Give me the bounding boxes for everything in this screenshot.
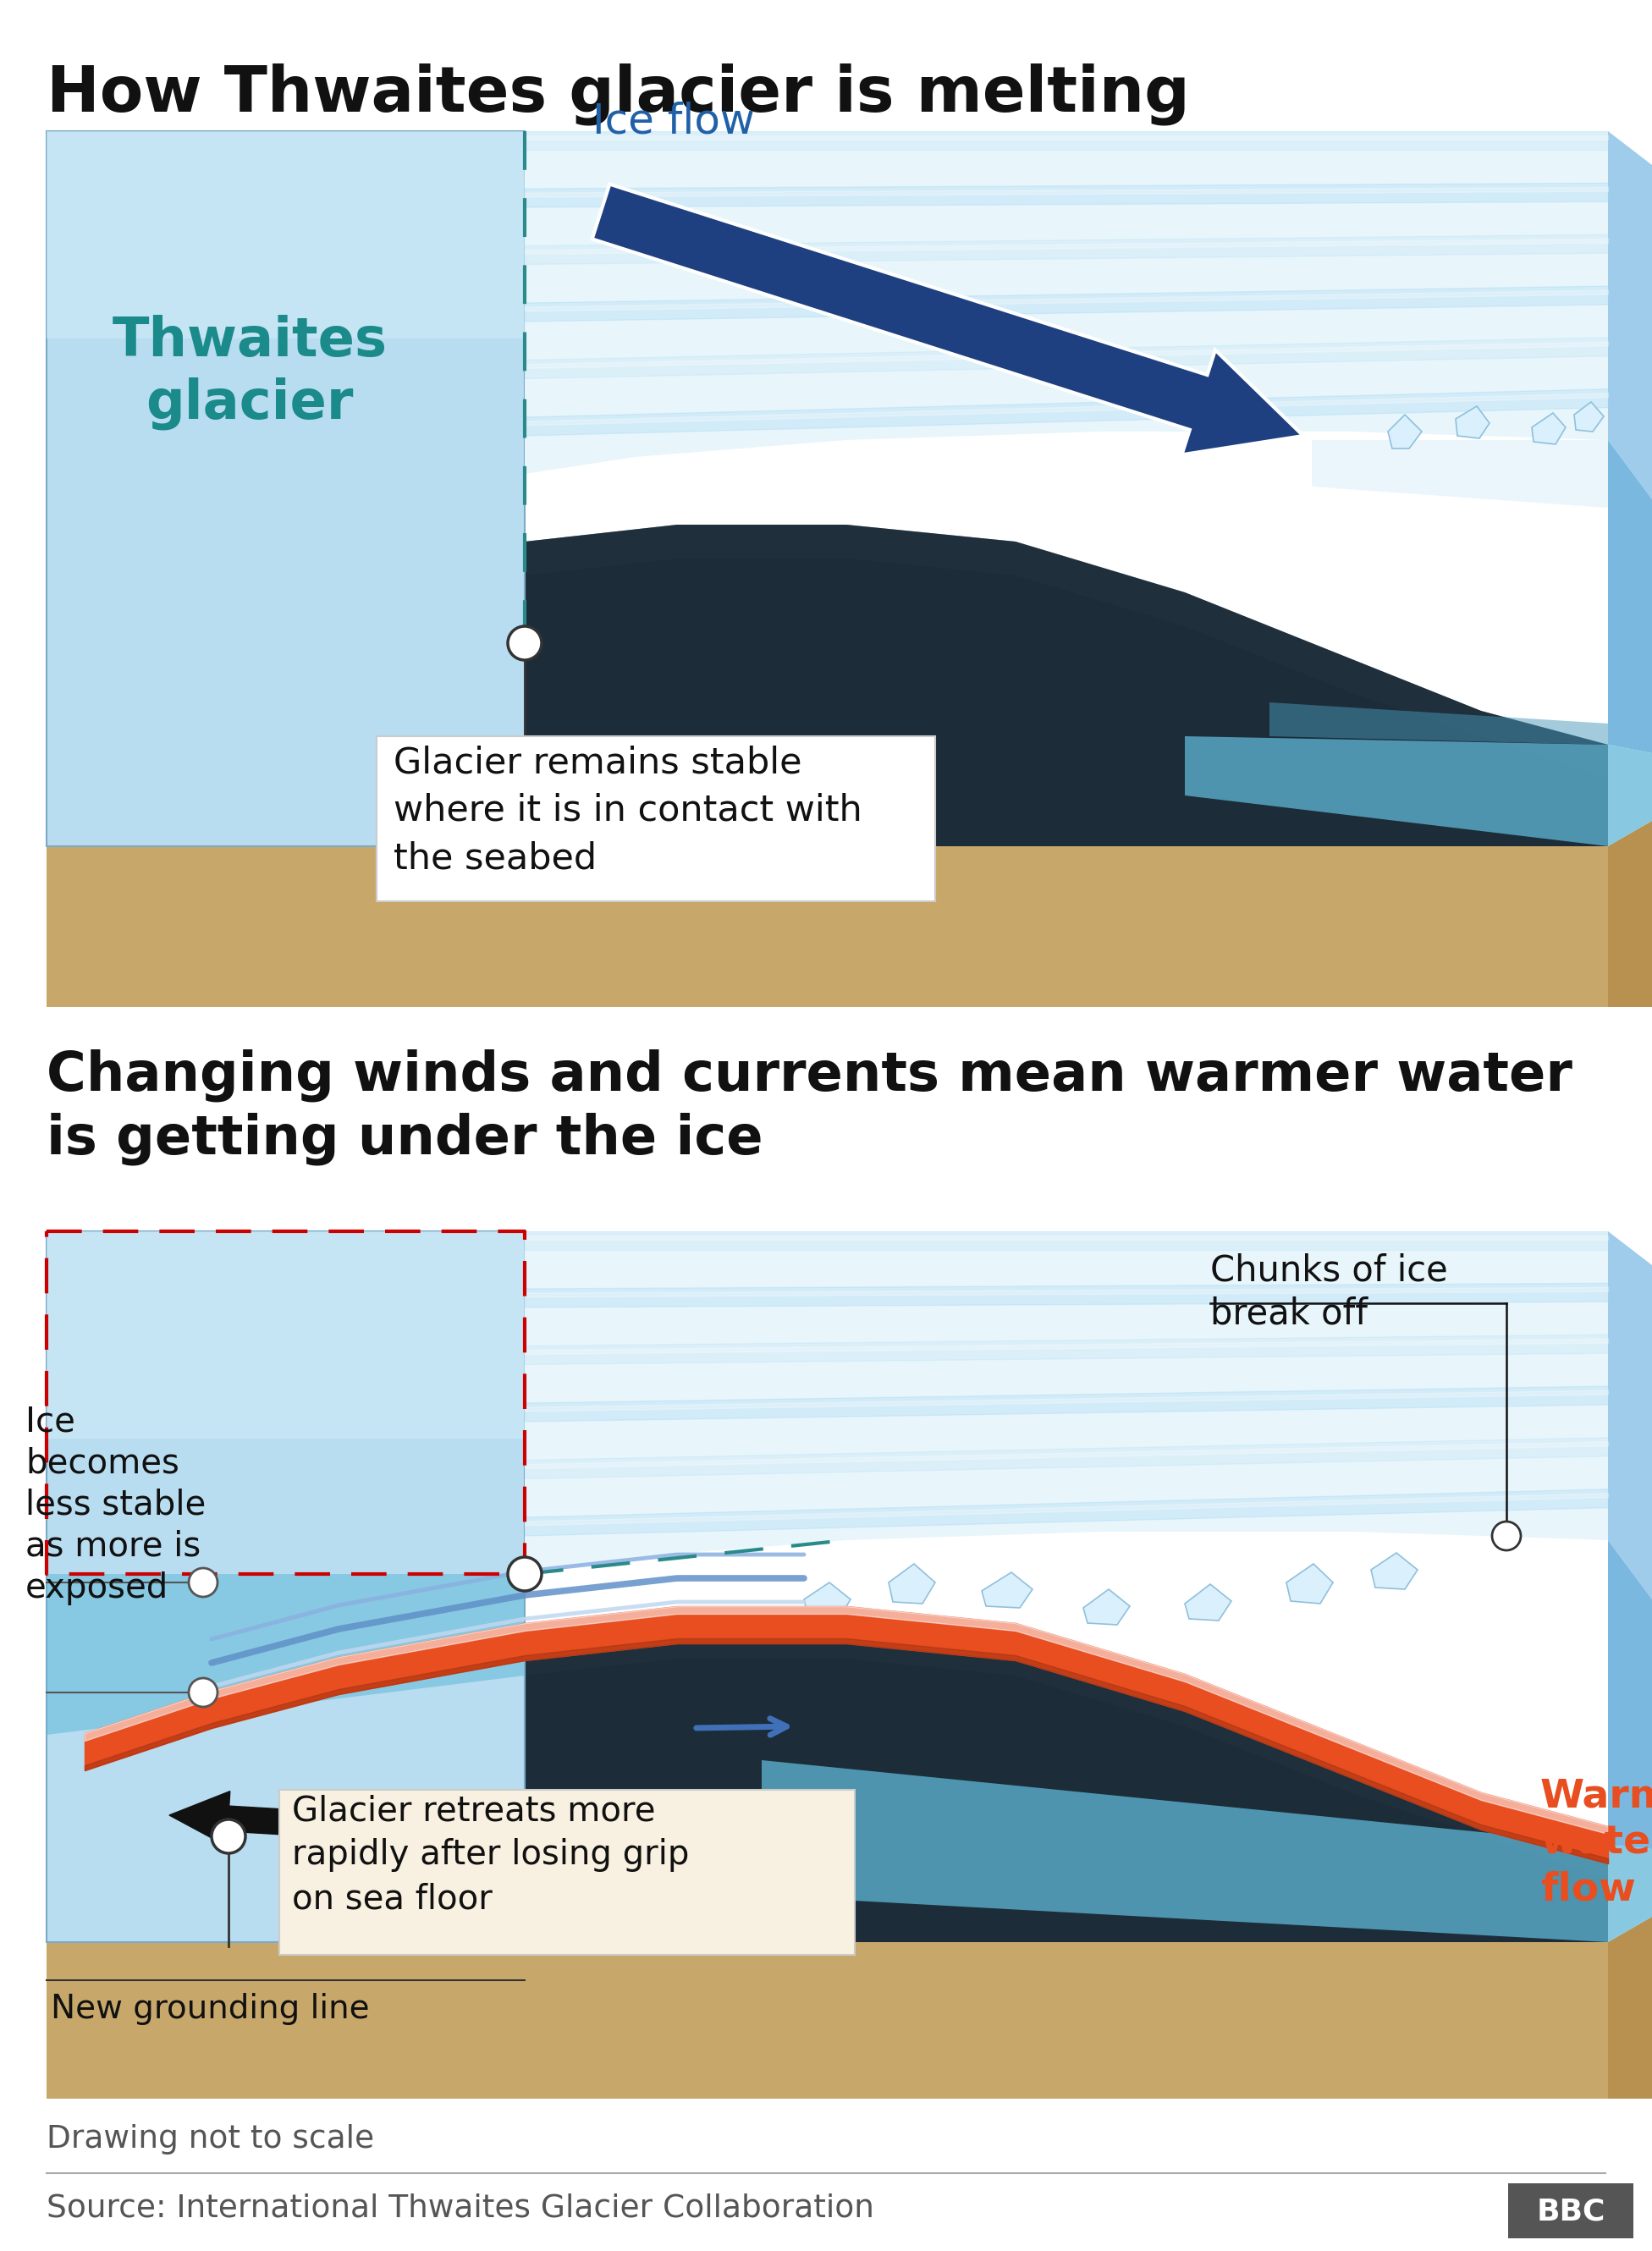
FancyArrow shape bbox=[169, 1792, 458, 1846]
Circle shape bbox=[507, 626, 542, 660]
Text: BBC: BBC bbox=[1536, 2197, 1606, 2226]
Polygon shape bbox=[46, 1625, 1607, 1880]
Polygon shape bbox=[1184, 1585, 1231, 1621]
Circle shape bbox=[507, 1558, 542, 1591]
Polygon shape bbox=[46, 1573, 525, 1736]
Polygon shape bbox=[1607, 822, 1652, 1006]
Polygon shape bbox=[1084, 1589, 1130, 1625]
Polygon shape bbox=[1607, 131, 1652, 500]
Polygon shape bbox=[805, 1582, 851, 1621]
Text: Glacier remains stable
where it is in contact with
the seabed: Glacier remains stable where it is in co… bbox=[393, 745, 862, 876]
Polygon shape bbox=[46, 846, 1607, 1006]
FancyArrow shape bbox=[591, 185, 1303, 455]
Polygon shape bbox=[525, 1231, 1607, 1573]
Polygon shape bbox=[1607, 1231, 1652, 1600]
FancyBboxPatch shape bbox=[279, 1790, 854, 1954]
Text: Changing winds and currents mean warmer water
is getting under the ice: Changing winds and currents mean warmer … bbox=[46, 1049, 1573, 1166]
Polygon shape bbox=[1287, 1564, 1333, 1603]
Circle shape bbox=[188, 1677, 218, 1706]
Polygon shape bbox=[1371, 1553, 1417, 1589]
Polygon shape bbox=[46, 1943, 1607, 2098]
Circle shape bbox=[1492, 1522, 1521, 1551]
Polygon shape bbox=[1574, 403, 1604, 432]
Text: How Thwaites glacier is melting: How Thwaites glacier is melting bbox=[46, 63, 1189, 126]
Polygon shape bbox=[46, 524, 1607, 779]
Circle shape bbox=[211, 1819, 246, 1853]
Polygon shape bbox=[762, 1760, 1652, 1943]
Text: Drawing not to scale: Drawing not to scale bbox=[46, 2125, 373, 2154]
Text: Ice flow: Ice flow bbox=[593, 101, 755, 142]
Polygon shape bbox=[1455, 405, 1490, 439]
Polygon shape bbox=[46, 1625, 1607, 1943]
Text: Chunks of ice
break off: Chunks of ice break off bbox=[1211, 1252, 1447, 1333]
Polygon shape bbox=[889, 1564, 935, 1603]
Polygon shape bbox=[46, 131, 525, 846]
Polygon shape bbox=[46, 1231, 525, 1438]
Polygon shape bbox=[1312, 439, 1607, 509]
Text: New grounding line: New grounding line bbox=[51, 1992, 370, 2026]
Circle shape bbox=[188, 1569, 218, 1596]
Text: Source: International Thwaites Glacier Collaboration: Source: International Thwaites Glacier C… bbox=[46, 2192, 874, 2224]
Polygon shape bbox=[1607, 439, 1652, 754]
Text: Glacier retreats more
rapidly after losing grip
on sea floor: Glacier retreats more rapidly after losi… bbox=[292, 1794, 689, 1916]
Polygon shape bbox=[525, 131, 1607, 475]
Text: Thwaites
glacier: Thwaites glacier bbox=[112, 315, 387, 430]
Polygon shape bbox=[46, 131, 525, 338]
FancyBboxPatch shape bbox=[377, 736, 935, 900]
Polygon shape bbox=[46, 524, 1607, 846]
Polygon shape bbox=[1607, 1918, 1652, 2098]
Text: Warm
water
flow: Warm water flow bbox=[1540, 1776, 1652, 1909]
Polygon shape bbox=[46, 1231, 525, 1943]
FancyBboxPatch shape bbox=[1508, 2183, 1634, 2237]
Polygon shape bbox=[1607, 1540, 1652, 1848]
Text: Ice
becomes
less stable
as more is
exposed: Ice becomes less stable as more is expos… bbox=[25, 1405, 206, 1605]
Polygon shape bbox=[1388, 414, 1422, 448]
Polygon shape bbox=[1269, 702, 1607, 745]
Polygon shape bbox=[1531, 412, 1566, 443]
Polygon shape bbox=[981, 1571, 1032, 1607]
Polygon shape bbox=[1184, 736, 1652, 846]
